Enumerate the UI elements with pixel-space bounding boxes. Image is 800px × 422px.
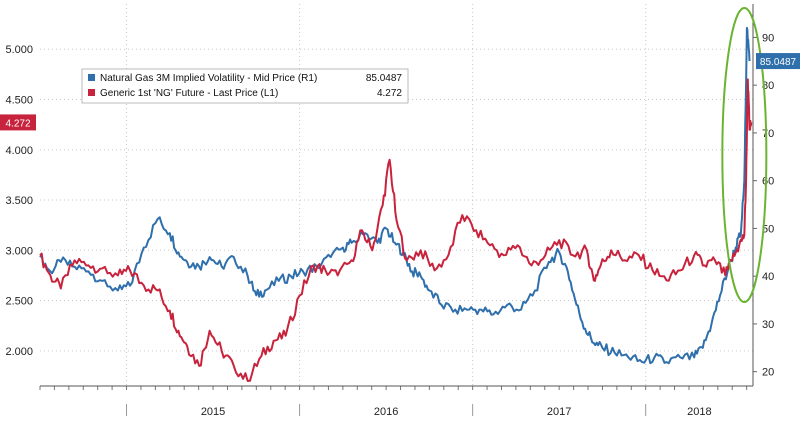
- left-tick-label: 4.500: [5, 95, 33, 107]
- right-tick-label: 90: [762, 32, 774, 44]
- left-tick-label: 5.000: [5, 44, 33, 56]
- badge-volatility-text: 85.0487: [760, 57, 797, 68]
- year-label: 2017: [547, 406, 571, 418]
- right-tick-label: 60: [762, 176, 774, 188]
- series-lines: [39, 26, 753, 382]
- axes: 2.000 2.500 3.000 3.500 4.000 4.500 5.000 20 30 4…: [5, 4, 774, 418]
- legend-box: [81, 68, 409, 104]
- legend-label-future: Generic 1st 'NG' Future - Last Price (L1…: [100, 88, 278, 99]
- legend-value-volatility: 85.0487: [366, 73, 403, 84]
- right-tick-label: 50: [762, 223, 774, 235]
- highlight-ellipse: [721, 7, 768, 303]
- last-value-badges: 85.0487 4.272: [0, 53, 800, 131]
- annotations: [721, 7, 768, 303]
- badge-volatility: [756, 53, 800, 70]
- right-tick-label: 40: [762, 271, 774, 283]
- right-tick-label: 20: [762, 367, 774, 379]
- left-tick-label: 2.500: [5, 296, 33, 308]
- series-line-volatility: [39, 26, 751, 365]
- legend-value-future: 4.272: [377, 88, 402, 99]
- left-tick-label: 4.000: [5, 145, 33, 157]
- series-line-future: [39, 78, 753, 382]
- legend-swatch-future: [88, 89, 95, 96]
- right-tick-label: 30: [762, 319, 774, 331]
- year-label: 2018: [687, 406, 711, 418]
- left-tick-label: 2.000: [5, 346, 33, 358]
- legend: Natural Gas 3M Implied Volatility - Mid …: [81, 68, 409, 104]
- right-tick-label: 70: [762, 128, 774, 140]
- badge-future: [0, 114, 36, 131]
- left-tick-label: 3.000: [5, 245, 33, 257]
- badge-future-text: 4.272: [5, 118, 30, 129]
- year-label: 2016: [374, 406, 398, 418]
- legend-swatch-volatility: [88, 74, 95, 81]
- year-label: 2015: [201, 406, 225, 418]
- left-tick-label: 3.500: [5, 195, 33, 207]
- legend-label-volatility: Natural Gas 3M Implied Volatility - Mid …: [100, 73, 317, 84]
